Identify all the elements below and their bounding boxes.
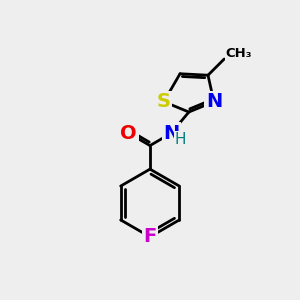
- Text: N: N: [163, 124, 179, 143]
- Text: S: S: [157, 92, 171, 111]
- Text: CH₃: CH₃: [226, 47, 252, 60]
- Text: H: H: [175, 132, 186, 147]
- Text: O: O: [121, 124, 137, 143]
- Text: N: N: [206, 92, 222, 111]
- Text: F: F: [143, 227, 157, 246]
